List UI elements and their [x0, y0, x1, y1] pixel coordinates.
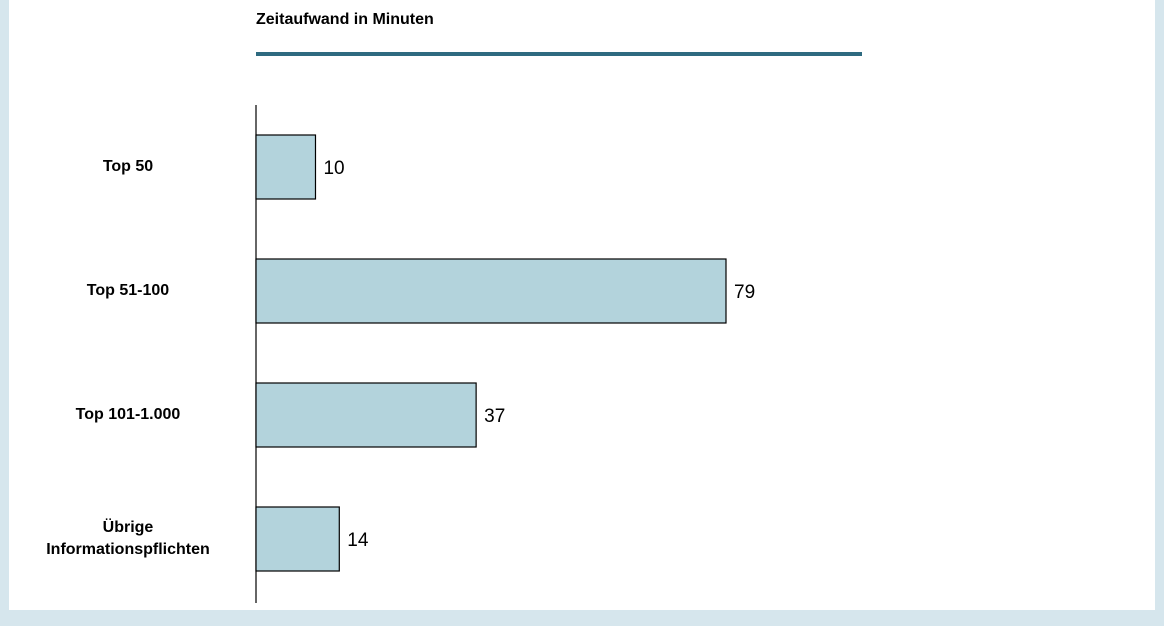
value-label: 79	[734, 282, 755, 303]
chart-title: Zeitaufwand in Minuten	[256, 11, 434, 28]
title-rule	[256, 52, 862, 56]
bar	[255, 134, 317, 200]
bar	[255, 258, 727, 324]
category-label: Top 51-100	[87, 282, 170, 299]
value-label: 37	[484, 406, 505, 427]
bar	[255, 382, 477, 448]
category-label: Top 50	[103, 158, 153, 175]
bar	[255, 506, 340, 572]
value-label: 14	[347, 530, 369, 551]
category-label: Übrige Informationspflichten	[46, 517, 210, 558]
value-label: 10	[323, 158, 344, 179]
category-label: Top 101-1.000	[76, 406, 181, 423]
